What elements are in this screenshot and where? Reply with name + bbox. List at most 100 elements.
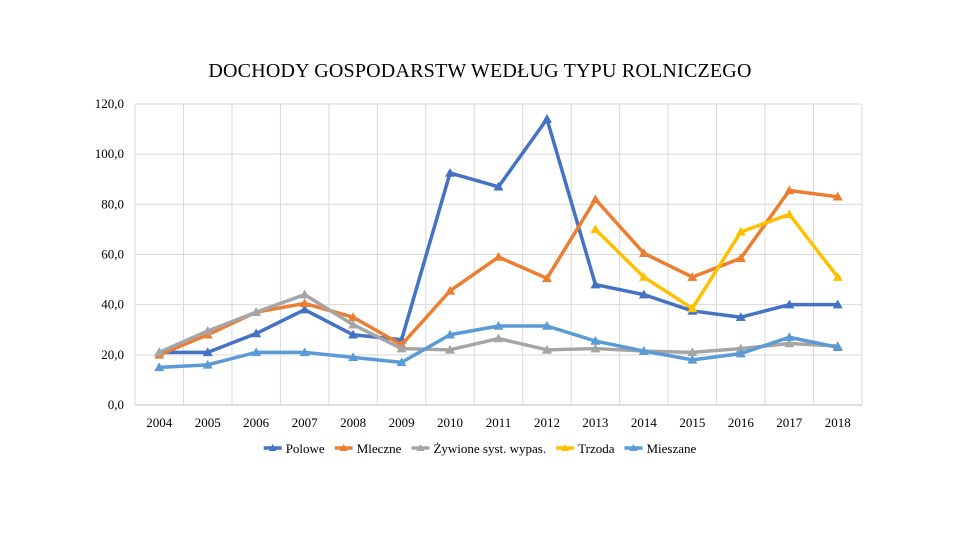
data-point-marker	[832, 191, 843, 201]
x-tick-label: 2009	[389, 415, 415, 430]
legend-marker	[416, 444, 425, 451]
x-tick-label: 2005	[195, 415, 221, 430]
data-point-marker	[154, 347, 165, 357]
data-point-marker	[638, 289, 649, 299]
legend-marker	[561, 444, 570, 451]
legend-marker	[339, 444, 348, 451]
x-tick-label: 2007	[292, 415, 319, 430]
data-point-marker	[202, 326, 213, 335]
data-point-marker	[590, 343, 601, 353]
legend-item: Polowe	[263, 441, 325, 456]
data-point-marker	[541, 320, 552, 330]
data-point-marker	[396, 357, 407, 367]
legend-marker	[268, 444, 277, 451]
legend-label: Polowe	[286, 441, 325, 456]
data-point-marker	[590, 194, 601, 204]
data-point-marker	[590, 279, 601, 289]
x-tick-label: 2006	[243, 415, 270, 430]
data-point-marker	[832, 342, 843, 352]
data-point-marker	[784, 209, 795, 219]
data-point-marker	[251, 347, 262, 357]
y-tick-label: 80,0	[101, 196, 124, 211]
data-point-marker	[445, 329, 456, 339]
data-point-marker	[735, 253, 746, 263]
data-point-marker	[445, 167, 456, 177]
data-point-marker	[251, 328, 262, 338]
data-point-marker	[687, 303, 698, 313]
data-point-marker	[638, 346, 649, 355]
legend-label: Trzoda	[578, 441, 615, 456]
data-point-marker	[735, 348, 746, 358]
data-point-marker	[348, 312, 359, 321]
data-point-marker	[784, 332, 795, 342]
y-tick-label: 20,0	[101, 347, 124, 362]
data-point-marker	[687, 347, 698, 357]
x-tick-label: 2004	[146, 415, 173, 430]
data-point-marker	[348, 329, 359, 339]
data-point-marker	[541, 344, 552, 354]
data-point-marker	[735, 312, 746, 321]
y-tick-label: 0,0	[108, 397, 124, 412]
y-tick-label: 60,0	[101, 247, 124, 262]
data-point-marker	[687, 272, 698, 281]
legend: Polowe Mleczne Żywione syst. wypas. Trzoda M…	[263, 441, 697, 456]
data-point-marker	[493, 333, 504, 343]
data-point-marker	[735, 226, 746, 236]
data-point-marker	[784, 299, 795, 309]
data-point-marker	[251, 307, 262, 316]
series-line	[593, 212, 840, 311]
legend-item: Trzoda	[556, 441, 615, 456]
x-tick-label: 2017	[776, 415, 803, 430]
data-point-marker	[299, 298, 310, 308]
series-mieszane	[154, 320, 843, 372]
data-point-marker	[299, 347, 310, 357]
x-tick-label: 2011	[486, 415, 512, 430]
y-tick-label: 100,0	[95, 146, 124, 161]
data-point-marker	[299, 289, 310, 299]
chart-title: DOCHODY GOSPODARSTW WEDŁUG TYPU ROLNICZE…	[208, 60, 752, 82]
legend-marker	[629, 444, 638, 451]
data-point-marker	[202, 347, 213, 357]
x-tick-label: 2012	[534, 415, 560, 430]
data-point-marker	[396, 343, 407, 353]
data-point-marker	[735, 343, 746, 353]
legend-item: Mleczne	[334, 441, 402, 456]
legend-label: Mleczne	[357, 441, 402, 456]
x-tick-label: 2014	[631, 415, 658, 430]
y-tick-label: 40,0	[101, 297, 124, 312]
x-tick-label: 2013	[582, 415, 608, 430]
data-point-marker	[784, 185, 795, 195]
data-point-marker	[445, 285, 456, 295]
x-axis-tick-labels: 2004 2005 2006 2007 2008 2009 2010 2011 2012 2013…	[146, 415, 851, 430]
data-point-marker	[299, 304, 310, 314]
data-point-marker	[638, 248, 649, 257]
x-tick-label: 2015	[679, 415, 705, 430]
data-point-marker	[784, 338, 795, 348]
series-trzoda	[590, 209, 843, 313]
series-lines	[154, 114, 843, 372]
x-tick-label: 2018	[825, 415, 851, 430]
data-point-marker	[832, 299, 843, 309]
x-tick-label: 2016	[728, 415, 755, 430]
x-tick-label: 2010	[437, 415, 463, 430]
data-point-marker	[154, 362, 165, 372]
y-tick-label: 120,0	[95, 96, 124, 111]
data-point-marker	[202, 359, 213, 369]
y-axis-tick-labels: 0,0 20,0 40,0 60,0 80,0 100,0 120,0	[95, 96, 124, 412]
legend-label: Żywione syst. wypas.	[433, 441, 546, 456]
data-point-marker	[445, 344, 456, 354]
data-point-marker	[832, 272, 843, 281]
data-point-marker	[493, 252, 504, 261]
data-point-marker	[590, 224, 601, 234]
data-point-marker	[541, 114, 552, 123]
data-point-marker	[638, 272, 649, 281]
x-tick-label: 2008	[340, 415, 366, 430]
data-point-marker	[348, 352, 359, 362]
data-point-marker	[493, 320, 504, 330]
data-point-marker	[687, 354, 698, 364]
legend-item: Żywione syst. wypas.	[411, 441, 546, 456]
data-point-marker	[348, 319, 359, 329]
data-point-marker	[541, 273, 552, 283]
data-point-marker	[493, 181, 504, 191]
